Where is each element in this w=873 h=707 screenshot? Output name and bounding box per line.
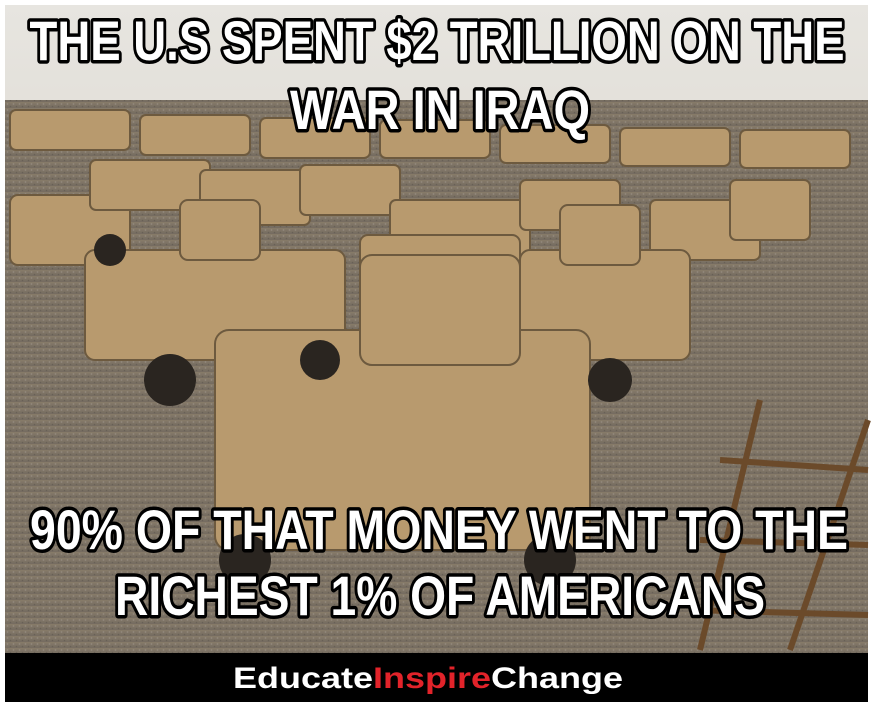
top-caption: WAR IN IRAQ — [290, 78, 590, 141]
bottom-caption: RICHEST 1% OF AMERICANS — [115, 564, 765, 627]
photo — [5, 5, 871, 653]
footer-word: Change — [491, 662, 623, 695]
footer-word: Educate — [233, 662, 373, 695]
footer-bar — [5, 653, 868, 702]
bottom-caption: 90% OF THAT MONEY WENT TO THE — [30, 498, 848, 561]
footer-brand: Educate Inspire Change — [233, 662, 623, 695]
top-caption: THE U.S SPENT $2 TRILLION ON THE — [30, 9, 845, 72]
footer-word: Inspire — [373, 662, 491, 695]
